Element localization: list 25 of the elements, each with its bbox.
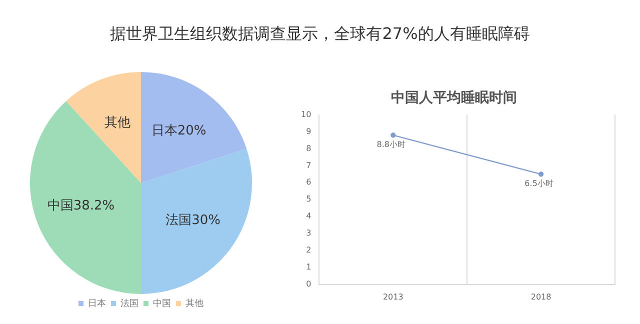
y-tick-label: 5 [306, 194, 312, 204]
data-label: 6.5小时 [524, 179, 554, 188]
y-tick-label: 0 [306, 279, 312, 288]
chart-title: 中国人平均睡眠时间 [391, 90, 517, 106]
data-label: 8.8小时 [376, 140, 406, 150]
y-tick-label: 4 [306, 212, 312, 221]
legend-label: 中国 [153, 298, 171, 309]
y-tick-label: 8 [306, 144, 312, 153]
y-tick-label: 2 [306, 246, 312, 255]
data-label: 中国38.2% [47, 198, 115, 214]
data-label: 日本20% [151, 123, 206, 138]
legend-label: 日本 [88, 298, 106, 309]
y-tick-label: 7 [306, 160, 312, 170]
data-label: 其他 [104, 115, 131, 130]
y-tick-label: 10 [300, 110, 312, 119]
data-label: 法国30% [166, 213, 221, 228]
y-tick-label: 9 [306, 126, 312, 136]
legend-label: 法国 [120, 298, 138, 309]
y-tick-label: 6 [306, 178, 312, 187]
y-tick-label: 3 [306, 228, 312, 238]
legend-label: 其他 [186, 298, 204, 309]
y-tick-label: 1 [306, 262, 312, 272]
x-tick-label: 2018 [530, 292, 552, 302]
x-tick-label: 2013 [382, 292, 404, 302]
text: 据世界卫生组织数据调查显示，全球有27%的人有睡眠障碍 [109, 24, 531, 45]
